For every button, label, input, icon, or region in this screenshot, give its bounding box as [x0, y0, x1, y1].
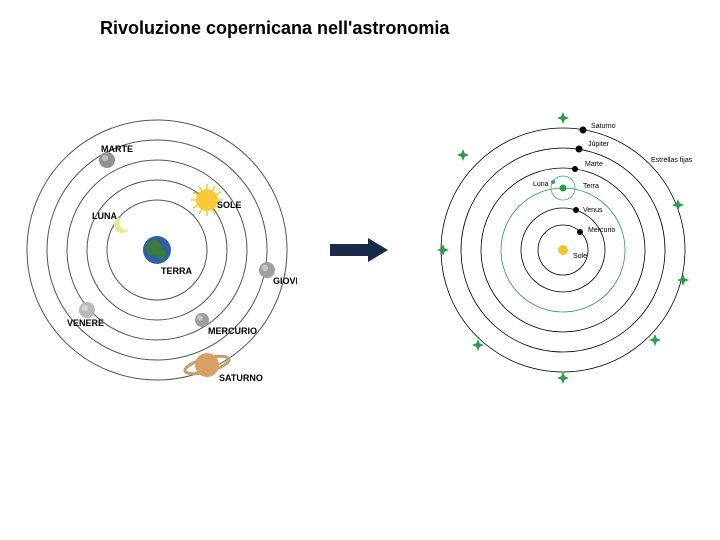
heliocentric-labels: Sole Mercurio Venus Terra Luna Marte Júpiter Sa… [533, 123, 693, 260]
transition-arrow [330, 235, 390, 265]
svg-text:SOLE: SOLE [217, 200, 242, 210]
svg-text:Sole: Sole [573, 253, 587, 260]
svg-text:VENERE: VENERE [67, 318, 104, 328]
svg-text:Venus: Venus [583, 207, 603, 214]
svg-text:Estrellas fijas: Estrellas fijas [651, 157, 693, 164]
svg-text:MARTE: MARTE [101, 144, 133, 154]
geocentric-svg: TERRA LUNA SOLE MERCURIO VENERE MARTE GIOVE SAT… [17, 110, 297, 390]
svg-text:Luna: Luna [533, 181, 549, 188]
page-title: Rivoluzione copernicana nell'astronomia [100, 18, 449, 39]
geocentric-bodies: TERRA LUNA SOLE MERCURIO VENERE MARTE GIOVE SAT… [67, 144, 297, 383]
arrow-icon [330, 235, 390, 265]
svg-text:GIOVE: GIOVE [273, 276, 297, 286]
svg-text:SATURNO: SATURNO [219, 373, 263, 383]
svg-text:TERRA: TERRA [161, 266, 192, 276]
geocentric-model: TERRA LUNA SOLE MERCURIO VENERE MARTE GIOVE SAT… [17, 110, 297, 390]
heliocentric-model: Sole Mercurio Venus Terra Luna Marte Júpiter Sa… [423, 110, 703, 390]
heliocentric-svg: Sole Mercurio Venus Terra Luna Marte Júpiter Sa… [423, 110, 703, 390]
svg-text:Saturno: Saturno [591, 123, 616, 130]
svg-text:Mercurio: Mercurio [588, 227, 615, 234]
diagram-container: TERRA LUNA SOLE MERCURIO VENERE MARTE GIOVE SAT… [0, 80, 720, 420]
svg-text:Terra: Terra [583, 183, 599, 190]
svg-text:MERCURIO: MERCURIO [208, 326, 257, 336]
svg-text:LUNA: LUNA [92, 211, 117, 221]
svg-text:Marte: Marte [585, 161, 603, 168]
svg-text:Júpiter: Júpiter [588, 141, 610, 148]
